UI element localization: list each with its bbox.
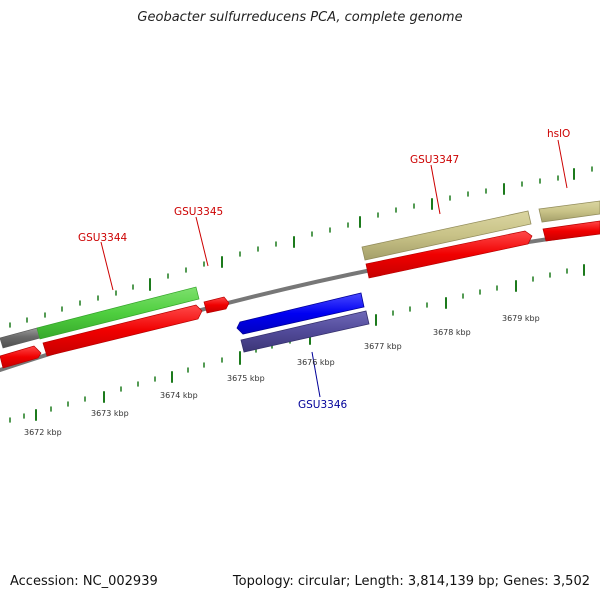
scale-label-3675: 3675 kbp — [227, 374, 265, 383]
gene-label-gsu3345: GSU3345 — [174, 206, 223, 218]
scale-label-3679: 3679 kbp — [502, 314, 540, 323]
genome-backbone — [0, 230, 600, 372]
page-title: Geobacter sulfurreducens PCA, complete g… — [137, 10, 463, 25]
gene-label-hslo: hslO — [547, 128, 570, 140]
scale-label-3678: 3678 kbp — [433, 328, 471, 337]
gene-feature-blue — [236, 292, 365, 335]
scale-label-3677: 3677 kbp — [364, 342, 402, 351]
accession-text: Accession: NC_002939 — [10, 574, 158, 589]
gsu3346-callout-line — [311, 351, 321, 398]
gene-feature-red-left — [0, 345, 42, 369]
gene-feature-red-main — [42, 304, 203, 357]
upper-axis-ticks — [9, 166, 593, 328]
scale-label-3676: 3676 kbp — [297, 358, 335, 367]
gene-feature-red-small — [203, 296, 230, 314]
gene-feature-green — [36, 286, 200, 340]
genome-summary-text: Topology: circular; Length: 3,814,139 bp… — [232, 574, 590, 589]
scale-label-3674: 3674 kbp — [160, 391, 198, 400]
gsu3345-callout-line — [195, 216, 209, 267]
hslo-callout-line — [557, 139, 568, 189]
gene-label-gsu3344: GSU3344 — [78, 232, 128, 244]
gene-label-gsu3346: GSU3346 — [298, 399, 348, 411]
gsu3347-callout-line — [430, 164, 441, 215]
gene-feature-purple — [240, 310, 370, 353]
gene-feature-gray — [0, 327, 41, 349]
scale-label-3673: 3673 kbp — [91, 409, 129, 418]
gsu3344-callout-line — [100, 241, 114, 291]
gene-feature-olive-2 — [538, 200, 600, 223]
gene-label-gsu3347: GSU3347 — [410, 154, 459, 166]
gene-feature-red-right-1 — [365, 230, 533, 279]
gene-feature-red-right-2 — [542, 220, 600, 242]
scale-label-3672: 3672 kbp — [24, 428, 62, 437]
footer: Accession: NC_002939 Topology: circular;… — [10, 574, 590, 590]
gene-feature-olive-1 — [361, 210, 532, 261]
